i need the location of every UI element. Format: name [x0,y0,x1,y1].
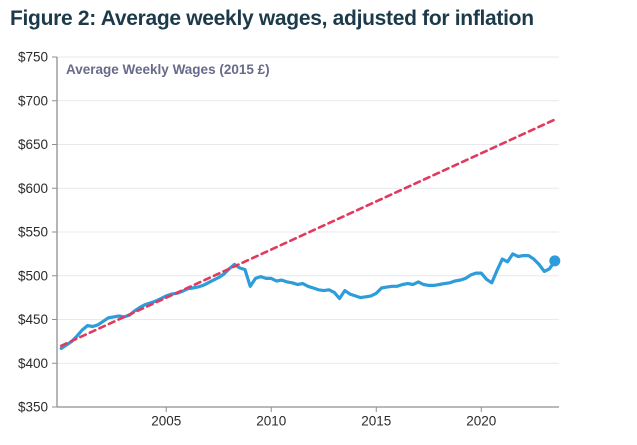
y-tick-label: $750 [18,50,48,65]
series-line-actual-wages [59,252,557,350]
figure-title: Figure 2: Average weekly wages, adjusted… [10,7,534,30]
y-tick-label: $550 [18,225,48,240]
y-tick-label: $700 [18,93,48,108]
y-tick-label: $400 [18,356,48,371]
latest-value-dot [549,255,561,267]
y-tick-label: $650 [18,137,48,152]
series-line-pre-2008-trend [59,117,558,348]
x-tick-label: 2005 [151,414,181,429]
y-tick-label: $500 [18,268,48,283]
x-tick-label: 2020 [466,414,496,429]
y-tick-label: $600 [18,181,48,196]
y-tick-label: $350 [18,400,48,415]
wage-chart: $350 $400 $450 $500 $550 $600 $650 $700 $750 2005… [18,50,561,429]
y-tick-label: $450 [18,312,48,327]
x-tick-label: 2015 [361,414,391,429]
chart-inner-label: Average Weekly Wages (2015 £) [66,62,270,77]
x-tick-label: 2010 [256,414,286,429]
